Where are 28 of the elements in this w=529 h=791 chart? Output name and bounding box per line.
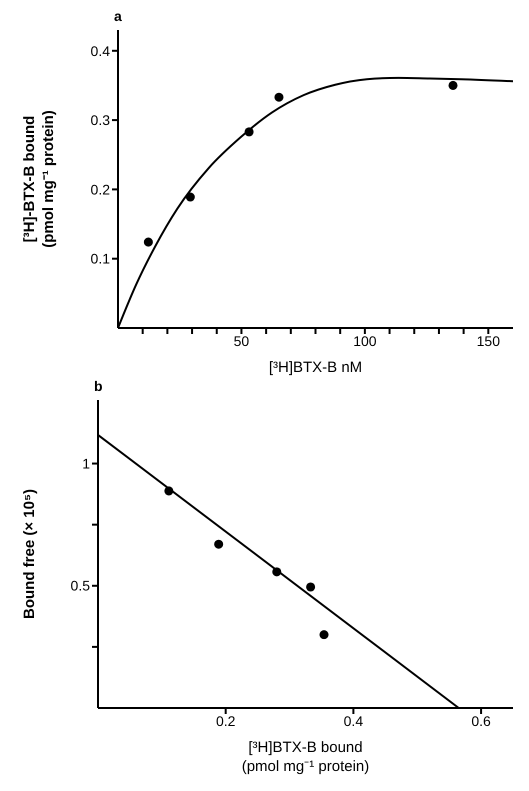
- y-tick-label: 0.4: [90, 42, 110, 59]
- x-tick-label: 100: [353, 332, 377, 349]
- y-tick-label: 1: [82, 456, 90, 472]
- x-tick-label: 150: [476, 332, 500, 349]
- y-tick-label: 0.1: [90, 250, 110, 267]
- point: [306, 582, 316, 592]
- point: [320, 630, 329, 640]
- point: [164, 486, 174, 496]
- y-axis-title: Bound free (× 10⁵): [21, 489, 38, 619]
- y-tick-label: 0.2: [90, 181, 110, 198]
- x-tick-label: 0.6: [471, 712, 492, 729]
- x-tick-label: 0.2: [216, 712, 236, 729]
- point: [186, 192, 195, 202]
- chart-title: a: [114, 8, 122, 24]
- x-tick-label: 0.4: [344, 712, 364, 729]
- point: [272, 567, 282, 576]
- point: [448, 80, 458, 90]
- x-axis-title: [³H]BTX-B bound (pmol mg⁻¹ protein): [242, 739, 370, 775]
- point: [274, 92, 284, 102]
- y-tick-label: 0.3: [90, 112, 110, 128]
- x-tick-label: 50: [234, 332, 250, 349]
- y-tick-label: 0.5: [70, 578, 90, 594]
- point: [144, 238, 153, 247]
- x-axis-title: [³H]BTX-B nM: [268, 359, 362, 376]
- point: [214, 540, 224, 549]
- chart-title: b: [94, 378, 103, 394]
- point: [244, 127, 254, 136]
- y-axis-title: [³H]-BTX-B bound (pmol mg⁻¹ protein): [21, 110, 57, 248]
